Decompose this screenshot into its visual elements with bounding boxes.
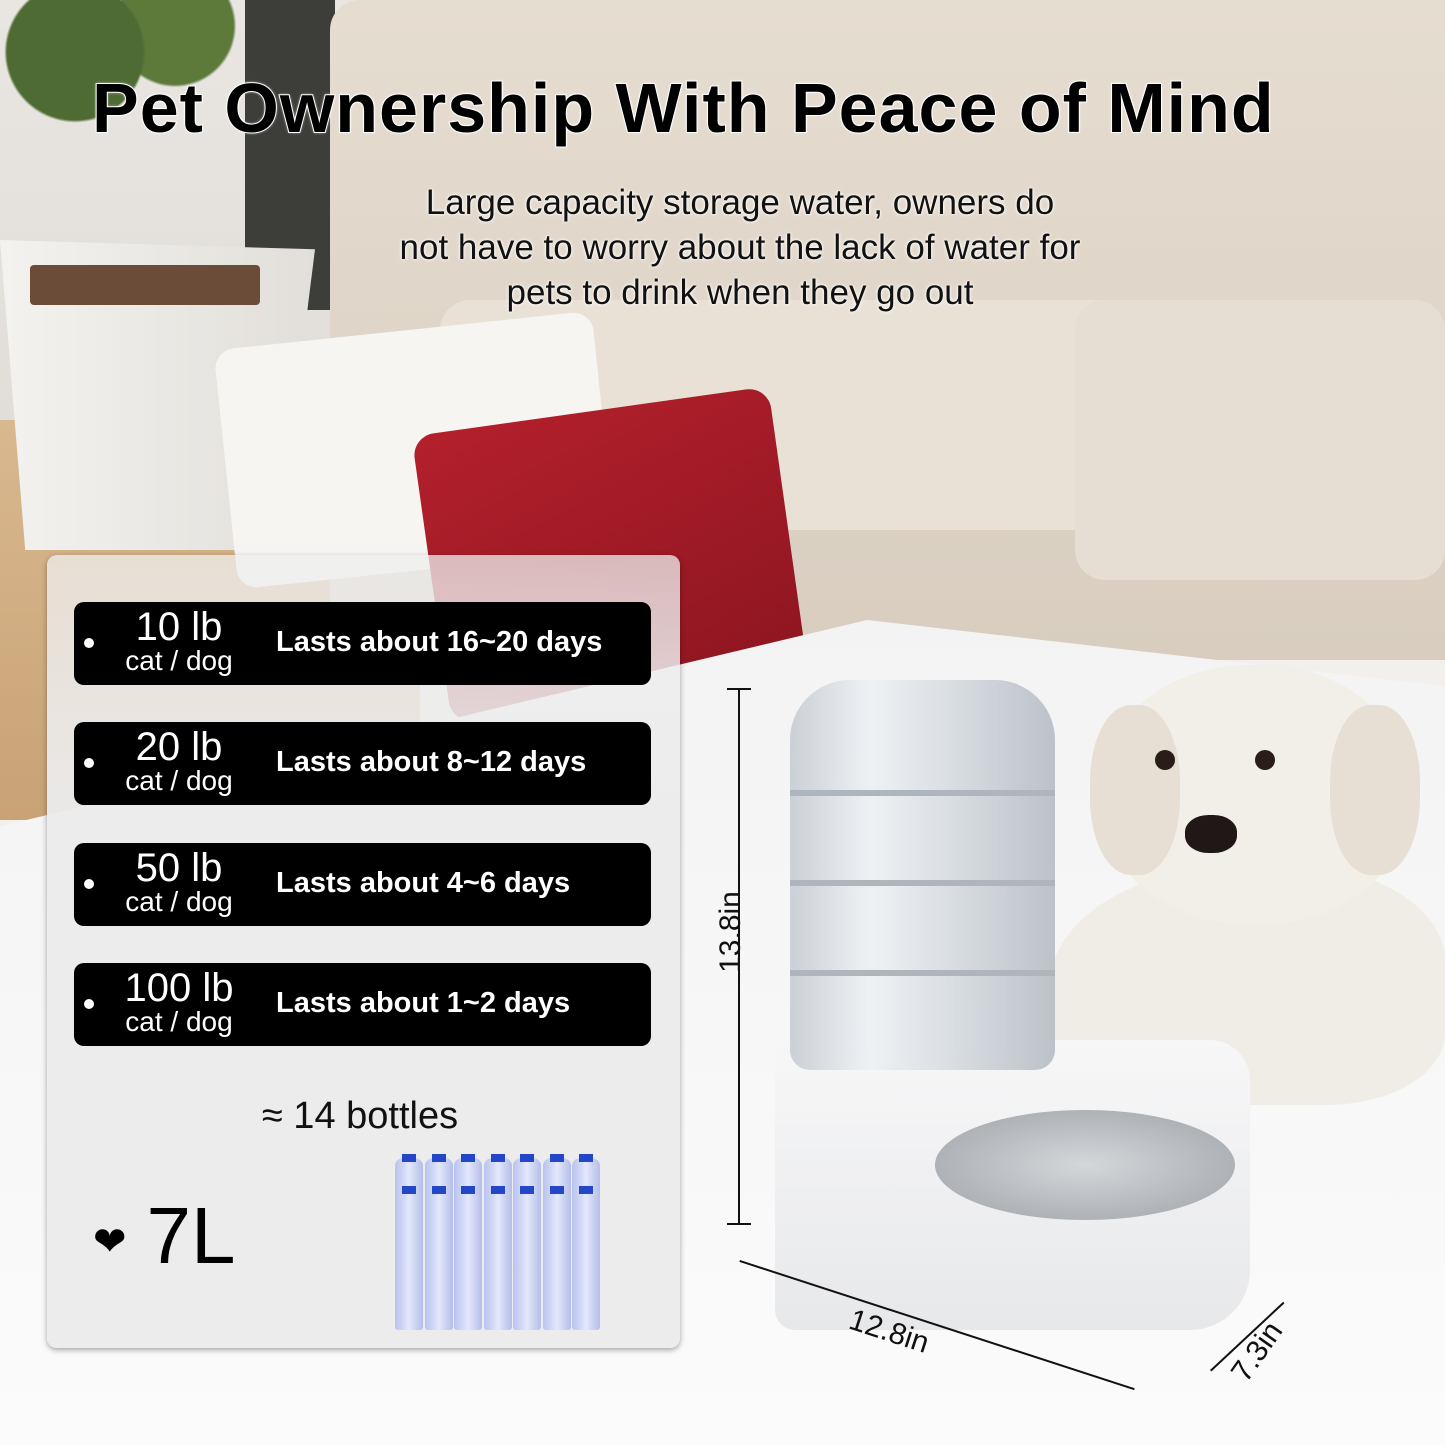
water-bottle	[542, 1186, 571, 1330]
pet-weight: 20 lb	[135, 725, 223, 769]
duration: Lasts about 4~6 days	[276, 867, 571, 899]
water-bottle	[483, 1186, 512, 1330]
weight-row: 10 lb cat / dog Lasts about 16~20 days	[74, 602, 651, 685]
water-reservoir	[790, 680, 1055, 1070]
duration: Lasts about 1~2 days	[276, 987, 571, 1019]
heart-icon: ❤	[93, 1219, 127, 1264]
dimension-tick	[727, 1223, 751, 1225]
height-dimension-line	[738, 688, 740, 1225]
capacity: ❤ 7L	[93, 1190, 236, 1282]
pet-type: cat / dog	[125, 1006, 233, 1037]
subtitle-line: pets to drink when they go out	[506, 273, 974, 312]
duration: Lasts about 16~20 days	[276, 626, 603, 658]
water-bottle	[454, 1186, 482, 1330]
weight-row: 20 lb cat / dog Lasts about 8~12 days	[74, 722, 651, 805]
height-label: 13.8in	[713, 891, 747, 973]
pet-weight: 100 lb	[124, 966, 234, 1010]
capacity-value: 7L	[146, 1191, 236, 1280]
pet-type: cat / dog	[125, 886, 233, 917]
weight-row: 50 lb cat / dog Lasts about 4~6 days	[74, 843, 651, 926]
subtitle-line: not have to worry about the lack of wate…	[399, 228, 1081, 267]
water-bottle	[513, 1186, 541, 1330]
pet-type: cat / dog	[125, 765, 233, 796]
duration: Lasts about 8~12 days	[276, 746, 587, 778]
bottles-label: ≈ 14 bottles	[261, 1095, 459, 1137]
plant	[0, 0, 250, 260]
subtitle: Large capacity storage water, owners do …	[300, 180, 1180, 315]
dimension-tick	[727, 688, 751, 690]
water-bottle	[424, 1186, 453, 1330]
dog-nose	[1185, 815, 1237, 853]
water-dispenser	[775, 670, 1255, 1340]
bullet-icon	[84, 638, 94, 648]
water-bottles-image	[395, 1150, 610, 1330]
steel-bowl	[935, 1110, 1235, 1220]
weight-row: 100 lb cat / dog Lasts about 1~2 days	[74, 963, 651, 1046]
sofa-cushion	[1075, 300, 1445, 580]
bullet-icon	[84, 999, 94, 1009]
puppy	[1050, 665, 1445, 1135]
planter-soil	[30, 265, 260, 305]
subtitle-line: Large capacity storage water, owners do	[425, 183, 1055, 222]
bullet-icon	[84, 758, 94, 768]
pet-type: cat / dog	[125, 645, 233, 676]
pet-weight: 50 lb	[135, 846, 223, 890]
headline: Pet Ownership With Peace of Mind	[91, 68, 1275, 148]
water-bottle	[395, 1186, 423, 1330]
pet-weight: 10 lb	[135, 605, 223, 649]
bullet-icon	[84, 879, 94, 889]
water-bottle	[572, 1186, 600, 1330]
